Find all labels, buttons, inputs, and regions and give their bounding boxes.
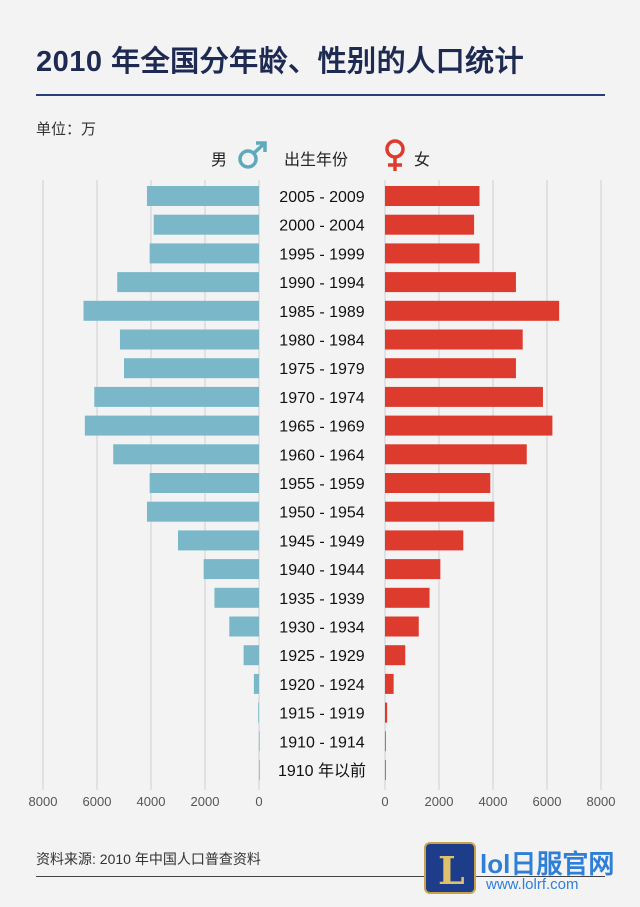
bar-male bbox=[229, 616, 259, 637]
bar-female bbox=[385, 673, 394, 694]
x-tick-label: 0 bbox=[381, 794, 388, 809]
bar-male bbox=[83, 300, 259, 321]
bar-male bbox=[117, 272, 259, 293]
bar-male bbox=[214, 587, 259, 608]
category-label: 1920 - 1924 bbox=[279, 677, 365, 694]
watermark-name: lol日服官网 bbox=[480, 849, 615, 879]
unit-label: 单位：万 bbox=[36, 121, 97, 138]
legend-center-label: 出生年份 bbox=[284, 152, 349, 169]
bar-female bbox=[385, 186, 480, 206]
chart-title: 2010 年全国分年龄、性别的人口统计 bbox=[36, 46, 525, 78]
category-label: 2005 - 2009 bbox=[279, 189, 365, 206]
bar-female bbox=[385, 272, 516, 293]
category-label: 1915 - 1919 bbox=[279, 706, 365, 723]
category-label: 1970 - 1974 bbox=[279, 390, 365, 407]
bar-female bbox=[385, 731, 386, 752]
source-note: 资料来源: 2010 年中国人口普查资料 bbox=[36, 851, 261, 867]
bar-male bbox=[243, 645, 259, 666]
category-label: 1995 - 1999 bbox=[279, 246, 365, 263]
male-symbol-icon bbox=[238, 141, 267, 169]
x-tick-label: 4000 bbox=[137, 794, 166, 809]
legend-male-label: 男 bbox=[211, 152, 228, 169]
category-label: 1985 - 1989 bbox=[279, 304, 365, 321]
category-label: 1975 - 1979 bbox=[279, 361, 365, 378]
x-tick-label: 8000 bbox=[29, 794, 58, 809]
bar-male bbox=[146, 186, 259, 206]
category-label: 1960 - 1964 bbox=[279, 447, 365, 464]
legend: 男 出生年份 女 bbox=[0, 138, 640, 172]
category-label: 1950 - 1954 bbox=[279, 505, 365, 522]
x-tick-label: 0 bbox=[255, 794, 262, 809]
bar-female bbox=[385, 444, 527, 465]
bar-male bbox=[146, 501, 259, 522]
bar-female bbox=[385, 587, 430, 608]
bar-male bbox=[149, 473, 259, 493]
bar-female bbox=[385, 243, 480, 264]
bar-male bbox=[124, 358, 259, 379]
category-label: 1910 - 1914 bbox=[279, 734, 365, 751]
bar-male bbox=[119, 329, 259, 350]
bar-female bbox=[385, 760, 386, 780]
bar-female bbox=[385, 616, 419, 637]
bar-female bbox=[385, 358, 516, 379]
bar-female bbox=[385, 329, 523, 350]
category-label: 1935 - 1939 bbox=[279, 591, 365, 608]
category-label: 1965 - 1969 bbox=[279, 419, 365, 436]
x-tick-label: 6000 bbox=[83, 794, 112, 809]
watermark-logo-icon: L bbox=[424, 842, 476, 894]
bar-male bbox=[258, 702, 259, 723]
category-label: 1990 - 1994 bbox=[279, 275, 365, 292]
bar-male bbox=[258, 760, 260, 780]
footer-rule bbox=[36, 876, 605, 877]
watermark-url: www.lolrf.com bbox=[486, 876, 579, 893]
bar-male bbox=[84, 415, 259, 436]
x-tick-label: 2000 bbox=[191, 794, 220, 809]
x-tick-label: 6000 bbox=[533, 794, 562, 809]
x-tick-label: 8000 bbox=[587, 794, 616, 809]
bar-female bbox=[385, 559, 441, 580]
legend-female-label: 女 bbox=[414, 152, 431, 169]
x-tick-label: 2000 bbox=[425, 794, 454, 809]
x-tick-label: 4000 bbox=[479, 794, 508, 809]
category-label: 1940 - 1944 bbox=[279, 562, 365, 579]
bar-male bbox=[178, 530, 259, 551]
bar-male bbox=[253, 673, 259, 694]
category-label: 1945 - 1949 bbox=[279, 533, 365, 550]
category-label: 1980 - 1984 bbox=[279, 333, 365, 350]
bar-female bbox=[385, 645, 406, 666]
bar-female bbox=[385, 501, 495, 522]
category-label: 1925 - 1929 bbox=[279, 648, 365, 665]
category-label: 1955 - 1959 bbox=[279, 476, 365, 493]
female-symbol-icon bbox=[385, 139, 405, 171]
bar-male bbox=[149, 243, 259, 264]
category-label: 1910 年以前 bbox=[278, 762, 366, 780]
bar-male bbox=[258, 731, 260, 752]
title-underline bbox=[36, 94, 605, 96]
bar-female bbox=[385, 530, 464, 551]
bar-female bbox=[385, 214, 475, 235]
category-label: 2000 - 2004 bbox=[279, 218, 365, 235]
category-label: 1930 - 1934 bbox=[279, 620, 365, 637]
bar-female bbox=[385, 300, 560, 321]
bar-male bbox=[113, 444, 259, 465]
bar-female bbox=[385, 702, 388, 723]
bar-female bbox=[385, 386, 543, 407]
bar-male bbox=[153, 214, 259, 235]
bar-female bbox=[385, 415, 553, 436]
bar-male bbox=[94, 386, 259, 407]
watermark: L lol日服官网 www.lolrf.com bbox=[424, 842, 634, 898]
bar-female bbox=[385, 473, 491, 493]
bar-male bbox=[203, 559, 259, 580]
